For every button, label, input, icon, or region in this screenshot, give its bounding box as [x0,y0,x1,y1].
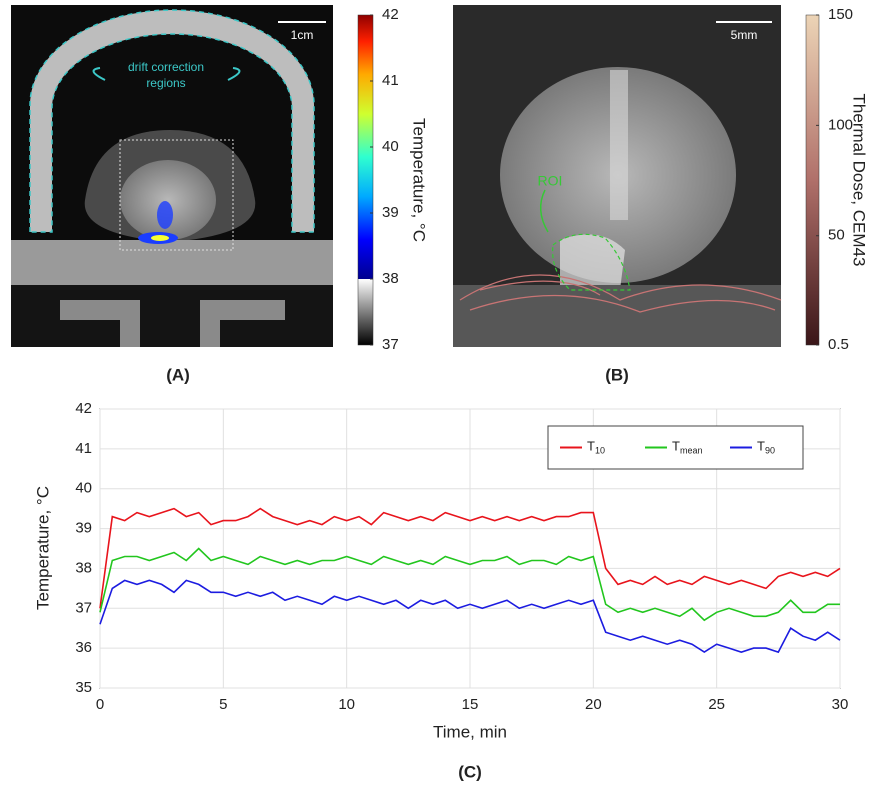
colorbar [805,14,820,346]
y-tick-label: 39 [75,520,92,537]
colorbar-tick-label: 0.5 [828,336,849,353]
panel-label: (C) [458,762,482,781]
annotation: regions [146,76,185,90]
line-series [99,579,841,654]
x-tick-label: 10 [338,696,355,713]
y-tick-label: 35 [75,679,92,696]
colorbar-tick-label: 37 [382,336,399,353]
x-tick-label: 25 [708,696,725,713]
mri-image-a [11,5,333,347]
line-series [99,507,841,609]
y-tick-label: 40 [75,480,92,497]
legend-label: Tmean [672,439,702,456]
colorbar-tick-label: 38 [382,270,399,287]
colorbar-tick-label: 150 [828,6,853,23]
colorbar-tick-label: 100 [828,116,853,133]
y-axis-label: Temperature, °C [33,486,52,610]
annotation: drift correction [128,60,204,74]
legend-label: T90 [757,439,775,456]
y-tick-label: 42 [75,400,92,417]
x-tick-label: 0 [96,696,104,713]
colorbar-label: Thermal Dose, CEM43 [850,94,869,267]
legend [547,425,804,470]
colorbar-label: Temperature, °C [410,118,429,242]
y-tick-label: 37 [75,599,92,616]
colorbar-tick-label: 40 [382,138,399,155]
scale-bar-label: 5mm [731,28,758,42]
y-tick-label: 36 [75,639,92,656]
x-tick-label: 5 [219,696,227,713]
panel-label: (B) [605,365,629,384]
mri-image-b [453,5,782,347]
x-axis-label: Time, min [433,722,507,741]
scale-bar-label: 1cm [291,28,314,42]
x-tick-label: 20 [585,696,602,713]
colorbar [357,14,374,346]
colorbar-tick-label: 39 [382,204,399,221]
y-tick-label: 41 [75,440,92,457]
colorbar-tick-label: 41 [382,72,399,89]
x-tick-label: 30 [832,696,849,713]
line-series [99,547,840,622]
roi-label: ROI [538,173,563,189]
colorbar-tick-label: 42 [382,6,399,23]
colorbar-tick-label: 50 [828,227,845,244]
y-tick-label: 38 [75,559,92,576]
x-tick-label: 15 [462,696,479,713]
legend-label: T10 [587,439,605,456]
grid [99,408,841,689]
panel-label: (A) [166,365,190,384]
